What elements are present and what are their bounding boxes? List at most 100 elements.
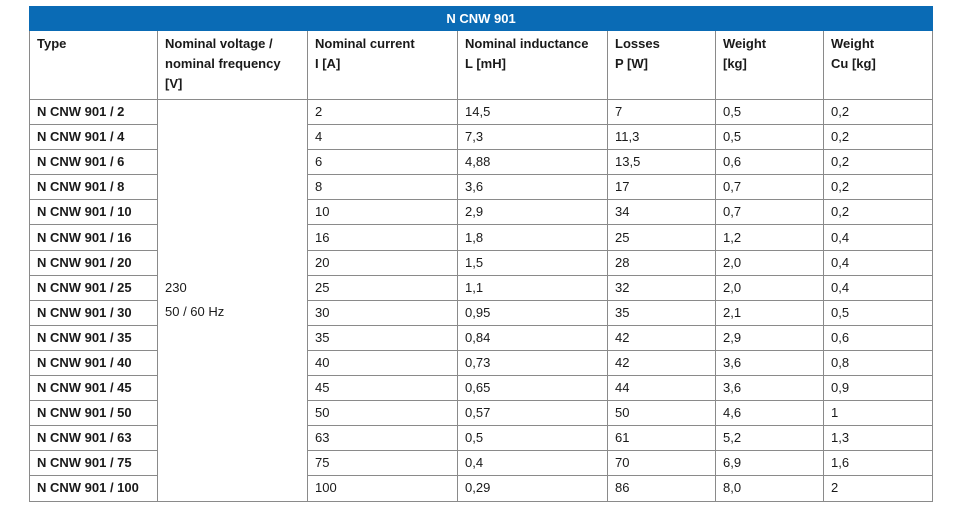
cell-losses: 11,3 [607, 124, 716, 151]
cell-type: N CNW 901 / 50 [29, 400, 158, 427]
cell-weight-cu: 0,2 [822, 149, 934, 176]
cell-weight: 2,9 [715, 324, 824, 351]
header-voltage-line-3: [V] [165, 76, 183, 91]
cell-weight: 3,6 [715, 375, 824, 402]
table-row: N CNW 901 / 10 10 2,9 34 0,7 0,2 [29, 199, 934, 226]
cell-weight: 2,1 [715, 299, 824, 326]
cell-weight-cu: 0,6 [822, 324, 934, 351]
cell-type: N CNW 901 / 75 [29, 450, 158, 477]
cell-weight-cu: 0,2 [822, 98, 934, 126]
cell-losses: 13,5 [607, 149, 716, 176]
cell-losses: 44 [607, 375, 716, 402]
cell-inductance: 0,57 [457, 400, 608, 427]
spec-table: N CNW 901 Type Nominal voltage / nominal… [28, 6, 934, 502]
cell-current: 20 [307, 249, 458, 276]
cell-losses: 70 [607, 450, 716, 477]
table-row: N CNW 901 / 4 4 7,3 11,3 0,5 0,2 [29, 124, 934, 151]
header-losses-line-1: Losses [615, 36, 660, 51]
cell-losses: 42 [607, 324, 716, 351]
cell-current: 2 [307, 98, 458, 126]
cell-weight: 0,7 [715, 199, 824, 226]
cell-losses: 17 [607, 174, 716, 201]
cell-weight-cu: 0,8 [822, 349, 934, 377]
table-row: N CNW 901 / 100 100 0,29 86 8,0 2 [29, 475, 934, 502]
cell-type: N CNW 901 / 30 [29, 299, 158, 326]
cell-type: N CNW 901 / 16 [29, 224, 158, 251]
table-row: N CNW 901 / 75 75 0,4 70 6,9 1,6 [29, 450, 934, 477]
header-inductance-line-1: Nominal inductance [465, 36, 589, 51]
cell-current: 75 [307, 450, 458, 477]
cell-weight: 6,9 [715, 450, 824, 477]
cell-current: 16 [307, 224, 458, 251]
cell-weight-cu: 0,4 [822, 224, 934, 251]
cell-losses: 35 [607, 299, 716, 326]
header-voltage-line-1: Nominal voltage / [165, 36, 273, 51]
cell-losses: 50 [607, 400, 716, 427]
cell-weight-cu: 2 [822, 475, 934, 502]
header-weight-cu-line-1: Weight [831, 36, 875, 51]
cell-weight-cu: 0,4 [822, 274, 934, 301]
cell-losses: 32 [607, 274, 716, 301]
cell-current: 50 [307, 400, 458, 427]
cell-losses: 61 [607, 425, 716, 452]
cell-inductance: 0,95 [457, 299, 608, 326]
header-losses-line-2: P [W] [615, 56, 648, 71]
cell-current: 100 [307, 475, 458, 502]
header-losses: Losses P [W] [607, 30, 716, 100]
table-row: N CNW 901 / 25 25 1,1 32 2,0 0,4 [29, 274, 934, 301]
header-current-line-2: I [A] [315, 56, 341, 71]
header-voltage: Nominal voltage / nominal frequency [V] [157, 30, 308, 100]
cell-losses: 42 [607, 349, 716, 377]
header-weight-line-1: Weight [723, 36, 767, 51]
cell-type: N CNW 901 / 10 [29, 199, 158, 226]
cell-type: N CNW 901 / 2 [29, 98, 158, 126]
table-row: N CNW 901 / 40 40 0,73 42 3,6 0,8 [29, 349, 934, 377]
cell-weight-cu: 1,6 [822, 450, 934, 477]
cell-weight: 1,2 [715, 224, 824, 251]
table-row: N CNW 901 / 30 30 0,95 35 2,1 0,5 [29, 299, 934, 326]
cell-inductance: 0,73 [457, 349, 608, 377]
header-weight-cu-line-2: Cu [kg] [831, 56, 876, 71]
cell-weight: 3,6 [715, 349, 824, 377]
cell-type: N CNW 901 / 100 [29, 475, 158, 502]
header-type: Type [29, 30, 158, 100]
header-inductance-line-2: L [mH] [465, 56, 506, 71]
header-weight-line-2: [kg] [723, 56, 747, 71]
table-row: N CNW 901 / 45 45 0,65 44 3,6 0,9 [29, 375, 934, 402]
cell-inductance: 14,5 [457, 98, 608, 126]
cell-inductance: 2,9 [457, 199, 608, 226]
cell-type: N CNW 901 / 25 [29, 274, 158, 301]
cell-weight: 4,6 [715, 400, 824, 427]
cell-current: 35 [307, 324, 458, 351]
cell-weight: 8,0 [715, 475, 824, 502]
cell-losses: 34 [607, 199, 716, 226]
cell-weight-cu: 0,2 [822, 199, 934, 226]
cell-weight: 0,6 [715, 149, 824, 176]
table-row: N CNW 901 / 35 35 0,84 42 2,9 0,6 [29, 324, 934, 351]
frequency-value: 50 / 60 Hz [165, 304, 225, 320]
cell-type: N CNW 901 / 6 [29, 149, 158, 176]
header-current: Nominal current I [A] [307, 30, 458, 100]
cell-type: N CNW 901 / 20 [29, 249, 158, 276]
cell-current: 6 [307, 149, 458, 176]
header-inductance: Nominal inductance L [mH] [457, 30, 608, 100]
cell-weight: 0,5 [715, 124, 824, 151]
cell-inductance: 3,6 [457, 174, 608, 201]
cell-inductance: 0,4 [457, 450, 608, 477]
cell-current: 63 [307, 425, 458, 452]
cell-weight: 0,5 [715, 98, 824, 126]
cell-voltage-frequency: 230 50 / 60 Hz [157, 99, 308, 502]
table-row: N CNW 901 / 20 20 1,5 28 2,0 0,4 [29, 249, 934, 276]
cell-inductance: 1,5 [457, 249, 608, 276]
cell-inductance: 0,29 [457, 475, 608, 502]
cell-current: 45 [307, 375, 458, 402]
cell-current: 4 [307, 124, 458, 151]
table-row: N CNW 901 / 50 50 0,57 50 4,6 1 [29, 400, 934, 427]
cell-type: N CNW 901 / 4 [29, 124, 158, 151]
cell-weight-cu: 0,9 [822, 375, 934, 402]
voltage-value: 230 [165, 280, 187, 296]
cell-weight: 0,7 [715, 174, 824, 201]
cell-current: 8 [307, 174, 458, 201]
cell-inductance: 4,88 [457, 149, 608, 176]
cell-inductance: 1,8 [457, 224, 608, 251]
